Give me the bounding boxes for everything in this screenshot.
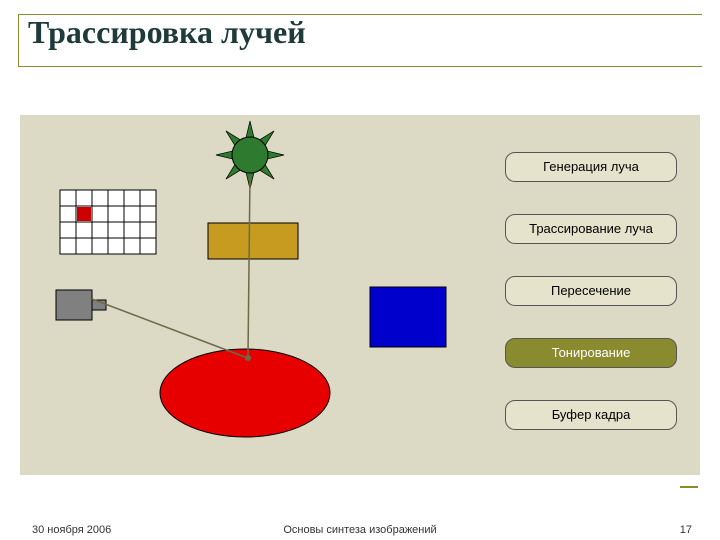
footer-title: Основы синтеза изображений: [0, 524, 720, 536]
ray-1: [248, 175, 250, 355]
footer-page: 17: [680, 524, 692, 536]
active-pixel: [77, 207, 91, 221]
corner-accent: [680, 486, 698, 488]
page-title: Трассировка лучей: [28, 14, 702, 51]
title-rule-left: [18, 14, 19, 66]
camera-body: [56, 290, 92, 320]
flow-step-1: Трассирование луча: [505, 214, 677, 244]
hit-point: [245, 355, 251, 361]
scene-ellipse-red: [160, 349, 330, 437]
flow-step-3: Тонирование: [505, 338, 677, 368]
title-block: Трассировка лучей: [18, 14, 702, 57]
sun-icon: [232, 137, 268, 173]
flow-step-2: Пересечение: [505, 276, 677, 306]
title-rule-top: [18, 14, 702, 15]
scene-rect-blue: [370, 287, 446, 347]
scene-rect-gold: [208, 223, 298, 259]
flow-step-0: Генерация луча: [505, 152, 677, 182]
ray-0: [92, 299, 245, 357]
flow-step-4: Буфер кадра: [505, 400, 677, 430]
title-rule-bottom: [18, 66, 702, 67]
